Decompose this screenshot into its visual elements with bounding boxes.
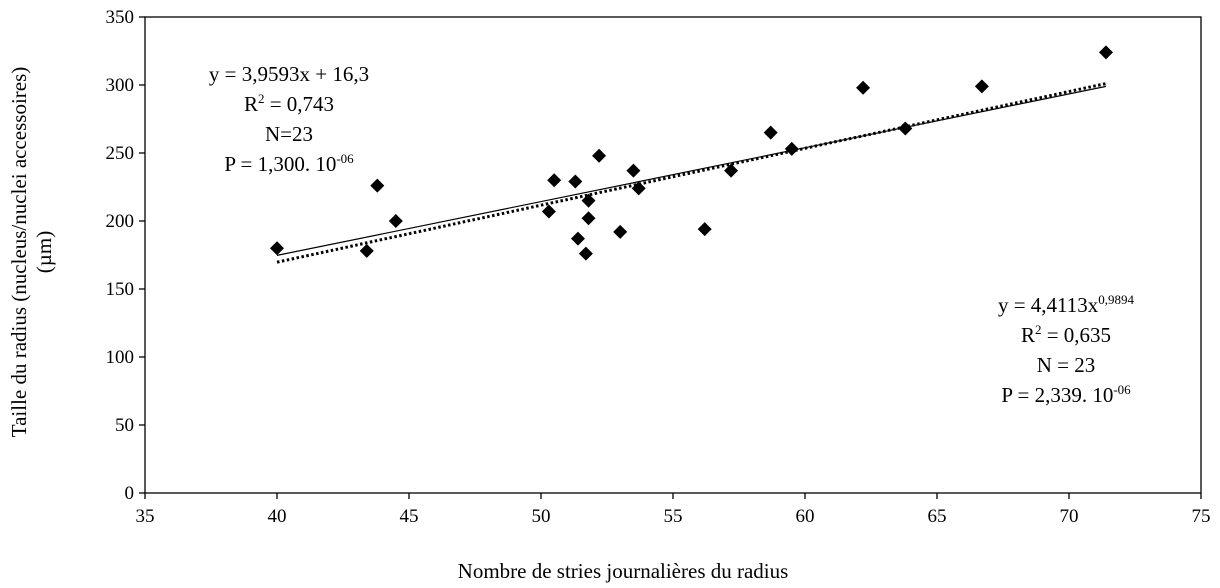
x-tick-label: 65: [928, 506, 947, 527]
data-point: [388, 214, 403, 228]
data-point: [763, 125, 778, 140]
x-tick-label: 75: [1192, 506, 1211, 527]
power-n: N = 23: [1037, 353, 1096, 377]
data-point: [784, 141, 799, 156]
y-tick-label: 100: [106, 347, 135, 368]
data-point: [626, 163, 641, 178]
x-tick-label: 50: [532, 506, 551, 527]
data-point: [581, 211, 596, 226]
x-axis-title: Nombre de stries journalières du radius: [458, 559, 789, 583]
linear-n: N=23: [265, 122, 313, 146]
data-point: [697, 222, 712, 237]
x-tick-label: 45: [400, 506, 419, 527]
y-tick-label: 150: [106, 279, 135, 300]
linear-r2: R2 = 0,743: [244, 91, 334, 116]
data-point: [270, 241, 284, 256]
data-point: [581, 193, 596, 208]
power-p-value: P = 2,339. 10-06: [1001, 382, 1131, 407]
x-tick-label: 40: [268, 506, 287, 527]
data-point: [1098, 45, 1113, 60]
data-point: [724, 163, 739, 178]
y-tick-label: 50: [115, 415, 134, 436]
data-point: [570, 231, 585, 246]
data-point: [898, 121, 913, 136]
y-tick-label: 250: [106, 143, 135, 164]
linear-equation: y = 3,9593x + 16,3: [209, 62, 369, 86]
x-tick-label: 70: [1060, 506, 1079, 527]
linear-p-value: P = 1,300. 10-06: [224, 151, 354, 176]
data-point: [592, 148, 607, 163]
data-point: [370, 178, 385, 193]
y-axis-title: Taille du radius (nucleus/nuclei accesso…: [7, 67, 31, 438]
power-r2: R2 = 0,635: [1021, 322, 1111, 347]
trendlines: [276, 82, 1107, 264]
data-point: [547, 173, 562, 188]
data-point: [568, 174, 583, 189]
linear-fit-annotation: y = 3,9593x + 16,3 R2 = 0,743 N=23 P = 1…: [209, 62, 369, 176]
x-tick-label: 55: [664, 506, 683, 527]
axes: 35 40 45 50 55 60 65 70 75 0 50 100 150 200 250 300 350: [106, 7, 1211, 527]
power-fit-annotation: y = 4,4113x0,9894 R2 = 0,635 N = 23 P = …: [998, 292, 1135, 407]
y-tick-label: 350: [106, 7, 135, 28]
x-tick-label: 35: [136, 506, 155, 527]
data-point: [541, 204, 556, 219]
data-point: [613, 224, 628, 239]
data-point: [856, 80, 871, 95]
y-axis-unit: (µm): [32, 231, 56, 273]
data-point: [359, 243, 374, 258]
data-point: [578, 246, 593, 261]
y-tick-label: 0: [125, 483, 135, 504]
y-tick-label: 200: [106, 211, 135, 232]
data-point: [974, 79, 989, 94]
data-point: [631, 181, 646, 196]
power-equation: y = 4,4113x0,9894: [998, 292, 1135, 317]
x-tick-label: 60: [796, 506, 815, 527]
data-points: [270, 45, 1113, 261]
power-trendline: [276, 82, 1107, 264]
y-tick-label: 300: [106, 75, 135, 96]
